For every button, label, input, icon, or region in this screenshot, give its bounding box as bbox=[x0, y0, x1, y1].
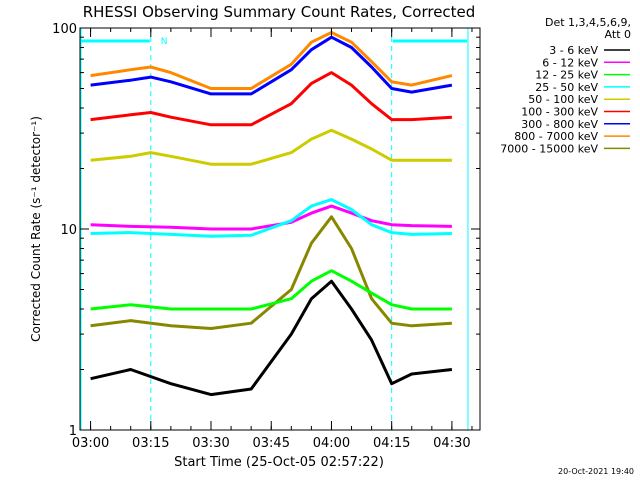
legend-label: 100 - 300 keV bbox=[521, 106, 598, 119]
detector-note-line-1: Det 1,3,4,5,6,9, bbox=[545, 16, 631, 29]
x-tick-label: 04:00 bbox=[313, 436, 350, 451]
x-tick-label: 04:15 bbox=[373, 436, 410, 451]
night-flag-label: N bbox=[161, 37, 168, 47]
series-line bbox=[90, 71, 452, 127]
series-line bbox=[90, 35, 453, 96]
legend-label: 800 - 7000 keV bbox=[514, 130, 598, 143]
legend-label: 6 - 12 keV bbox=[542, 56, 598, 69]
x-tick-label: 03:45 bbox=[253, 436, 290, 451]
axes: 03:00 03:15 03:30 03:45 04:00 04:15 04:30 1 10 10… bbox=[52, 22, 481, 451]
series-line bbox=[90, 198, 452, 238]
legend-label: 25 - 50 keV bbox=[535, 81, 598, 94]
series-line bbox=[90, 128, 452, 166]
legend-label: 50 - 100 keV bbox=[528, 93, 598, 106]
x-axis-label: Start Time (25-Oct-05 02:57:22) bbox=[174, 455, 384, 470]
legend-label: 7000 - 15000 keV bbox=[500, 142, 598, 155]
plot-area: N 03:00 03:15 03:30 03:45 04:00 04:15 04:30 1 10… bbox=[52, 22, 481, 451]
x-tick-label: 03:00 bbox=[72, 436, 109, 451]
generated-timestamp: 20-Oct-2021 19:40 bbox=[558, 467, 634, 476]
legend-label: 300 - 800 keV bbox=[521, 118, 598, 131]
series-line bbox=[90, 204, 452, 231]
x-tick-label: 04:30 bbox=[433, 436, 470, 451]
series-line bbox=[90, 31, 453, 90]
x-tick-label: 03:30 bbox=[192, 436, 229, 451]
series-layer bbox=[90, 31, 453, 397]
annotations: N bbox=[80, 28, 469, 430]
series-line bbox=[90, 269, 452, 311]
plot-frame bbox=[79, 27, 481, 431]
y-tick-label: 100 bbox=[52, 22, 77, 37]
x-tick-label: 03:15 bbox=[132, 436, 169, 451]
series-line bbox=[90, 279, 453, 397]
y-axis-label: Corrected Count Rate (s⁻¹ detector⁻¹) bbox=[29, 116, 43, 342]
detector-note-line-2: Att 0 bbox=[605, 28, 631, 41]
chart-title: RHESSI Observing Summary Count Rates, Co… bbox=[83, 3, 476, 21]
legend-label: 3 - 6 keV bbox=[549, 44, 598, 57]
legend-label: 12 - 25 keV bbox=[535, 69, 598, 82]
y-tick-label: 1 bbox=[69, 424, 77, 439]
y-tick-label: 10 bbox=[60, 223, 77, 238]
series-line bbox=[90, 215, 452, 330]
